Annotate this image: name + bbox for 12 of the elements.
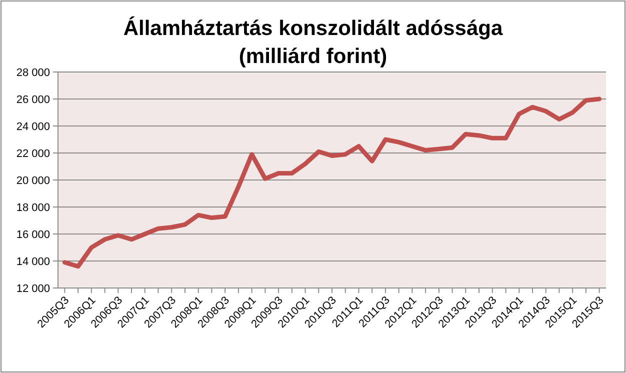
y-tick-label: 26 000: [16, 94, 50, 106]
y-tick-label: 12 000: [16, 282, 50, 295]
line-series: [62, 96, 602, 269]
chart-title: Államháztartás konszolidált adóssága: [123, 16, 503, 40]
y-tick-label: 14 000: [16, 256, 50, 268]
chart-subtitle: (milliárd forint): [238, 45, 388, 68]
y-tick-label: 16 000: [16, 228, 50, 241]
y-tick-label: 22 000: [16, 148, 50, 160]
y-tick-label: 18 000: [16, 202, 50, 214]
y-tick-label: 20 000: [16, 174, 50, 187]
y-tick-label: 24 000: [16, 120, 50, 133]
y-tick-label: 28 000: [16, 66, 50, 79]
